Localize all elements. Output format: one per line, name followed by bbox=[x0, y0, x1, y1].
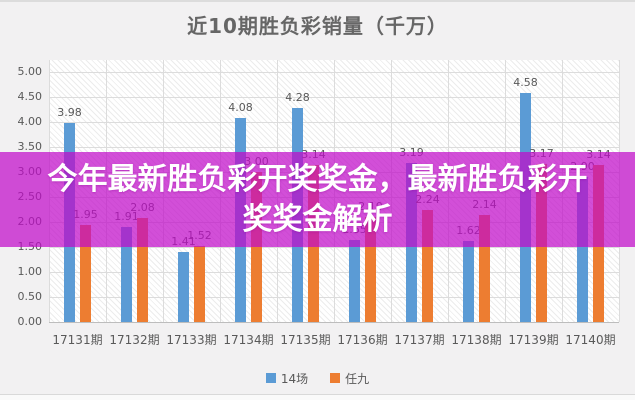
y-tick-label: 0.50 bbox=[17, 290, 43, 303]
x-tick-label: 17138期 bbox=[451, 333, 502, 347]
bar-value-label: 4.58 bbox=[513, 76, 538, 89]
bar-任九-17138期 bbox=[479, 215, 490, 322]
x-axis-line bbox=[49, 322, 619, 323]
x-tick-label: 17132期 bbox=[109, 333, 160, 347]
bar-14场-17136期 bbox=[349, 239, 360, 322]
x-tick-label: 17136期 bbox=[337, 333, 388, 347]
bar-14场-17133期 bbox=[178, 251, 189, 322]
bar-任九-17137期 bbox=[422, 210, 433, 322]
chart-title: 近10期胜负彩销量（千万） bbox=[187, 14, 448, 38]
legend-swatch-renjiu bbox=[330, 373, 341, 383]
promo-overlay: 今年最新胜负彩开奖奖金，最新胜负彩开 奖奖金解析 bbox=[0, 152, 635, 247]
y-tick-label: 0.00 bbox=[17, 315, 43, 328]
x-tick-label: 17134期 bbox=[223, 333, 274, 347]
x-tick-label: 17139期 bbox=[508, 333, 559, 347]
bar-任九-17134期 bbox=[251, 172, 262, 322]
bar-value-label: 4.08 bbox=[228, 101, 253, 114]
bar-任九-17132期 bbox=[137, 218, 148, 322]
legend-label-14chang: 14场 bbox=[280, 371, 309, 386]
legend-item-14chang: 14场 bbox=[265, 370, 309, 387]
x-tick-label: 17131期 bbox=[52, 333, 103, 347]
bar-14场-17140期 bbox=[577, 177, 588, 322]
bar-任九-17133期 bbox=[194, 246, 205, 322]
y-tick-label: 3.50 bbox=[17, 140, 43, 153]
x-tick-label: 17137期 bbox=[394, 333, 445, 347]
promo-text-line1: 今年最新胜负彩开奖奖金，最新胜负彩开 bbox=[47, 161, 588, 197]
legend-label-renjiu: 任九 bbox=[345, 371, 370, 386]
y-tick-label: 4.50 bbox=[17, 90, 43, 103]
y-tick-label: 4.00 bbox=[17, 115, 43, 128]
bar-任九-17131期 bbox=[80, 224, 91, 322]
legend-item-renjiu: 任九 bbox=[330, 370, 369, 387]
x-tick-label: 17133期 bbox=[166, 333, 217, 347]
bar-任九-17136期 bbox=[365, 217, 376, 322]
bar-value-label: 3.98 bbox=[57, 106, 82, 119]
x-tick-label: 17140期 bbox=[565, 333, 616, 347]
x-tick-label: 17135期 bbox=[280, 333, 331, 347]
bar-14场-17132期 bbox=[121, 226, 132, 322]
legend-swatch-14chang bbox=[265, 373, 276, 383]
bar-14场-17138期 bbox=[463, 241, 474, 322]
bottom-strip bbox=[0, 395, 635, 400]
bar-value-label: 4.28 bbox=[285, 91, 310, 104]
bottom-divider bbox=[0, 394, 635, 395]
promo-text-line2: 奖奖金解析 bbox=[242, 201, 393, 237]
y-tick-label: 1.00 bbox=[17, 265, 43, 278]
y-tick-label: 5.00 bbox=[17, 65, 43, 78]
legend: 14场 任九 bbox=[0, 368, 635, 388]
